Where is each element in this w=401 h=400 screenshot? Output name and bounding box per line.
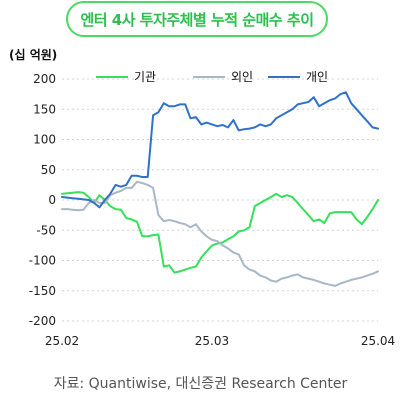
legend: 기관 외인 개인 — [96, 70, 328, 84]
x-axis-tick-labels: 25.02 25.03 25.04 — [45, 334, 395, 348]
legend-label: 개인 — [306, 70, 328, 84]
x-tick-label: 25.03 — [195, 334, 229, 348]
y-axis-tick-labels: 200 150 100 50 0 -50 -100 -150 -200 — [29, 72, 56, 328]
source-note: 자료: Quantiwise, 대신증권 Research Center — [53, 376, 348, 392]
legend-label: 외인 — [231, 70, 253, 84]
y-tick-label: -200 — [29, 314, 56, 328]
series-line-기관 — [61, 191, 379, 274]
y-tick-label: 200 — [33, 72, 56, 86]
chart-title: 엔터 4사 투자주체별 누적 순매수 추이 — [66, 1, 328, 37]
y-tick-label: -100 — [29, 254, 56, 268]
y-tick-label: 150 — [33, 102, 56, 116]
legend-label: 기관 — [134, 70, 156, 84]
y-tick-label: -50 — [36, 223, 56, 237]
y-tick-label: -150 — [29, 284, 56, 298]
x-tick-label: 25.02 — [45, 334, 79, 348]
series-lines — [61, 91, 379, 287]
y-axis-unit-label: (십 억원) — [9, 48, 58, 62]
y-tick-label: 50 — [41, 163, 56, 177]
y-tick-label: 0 — [48, 193, 56, 207]
y-tick-label: 100 — [33, 133, 56, 147]
x-tick-label: 25.04 — [361, 334, 395, 348]
series-line-개인 — [61, 91, 379, 209]
series-line-외인 — [61, 180, 379, 287]
